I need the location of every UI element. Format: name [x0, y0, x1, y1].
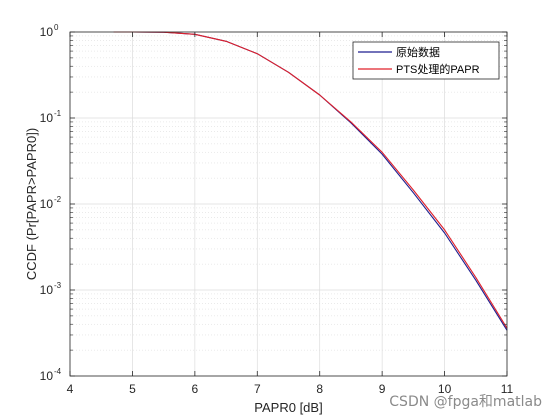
y-tick-label: 10 — [40, 197, 54, 211]
series-line-1 — [113, 31, 508, 329]
x-tick-label: 7 — [254, 382, 261, 396]
legend-box — [352, 41, 500, 80]
y-tick-exponent: -1 — [54, 109, 62, 118]
y-tick-exponent: 0 — [54, 23, 59, 32]
y-tick-exponent: -2 — [54, 195, 62, 204]
y-tick-exponent: -4 — [54, 367, 62, 376]
y-tick-label: 10 — [40, 25, 54, 39]
watermark: CSDN @fpga和matlab — [389, 394, 542, 410]
y-tick-exponent: -3 — [54, 281, 62, 290]
y-tick-label: 10 — [40, 369, 54, 383]
y-tick-label: 10 — [40, 283, 54, 297]
x-tick-label: 4 — [67, 382, 74, 396]
legend: 原始数据 PTS处理的PAPR — [352, 41, 500, 80]
legend-label-pts: PTS处理的PAPR — [396, 62, 480, 76]
x-tick-label: 10 — [438, 382, 452, 396]
x-tick-label: 11 — [501, 382, 514, 396]
legend-label-original: 原始数据 — [396, 45, 440, 59]
x-tick-label: 9 — [379, 382, 386, 396]
x-tick-label: 6 — [192, 382, 199, 396]
x-axis-label: PAPR0 [dB] — [254, 400, 322, 415]
y-axis-label: CCDF (Pr[PAPR>PAPR0]) — [24, 128, 39, 280]
series-lines — [113, 31, 508, 331]
axis-ticks: 10-410-310-210-110 04 5 6 7 8 9 10 11 — [40, 23, 514, 396]
y-tick-label: 10 — [40, 111, 54, 125]
x-tick-label: 8 — [316, 382, 323, 396]
x-tick-label: 5 — [129, 382, 136, 396]
